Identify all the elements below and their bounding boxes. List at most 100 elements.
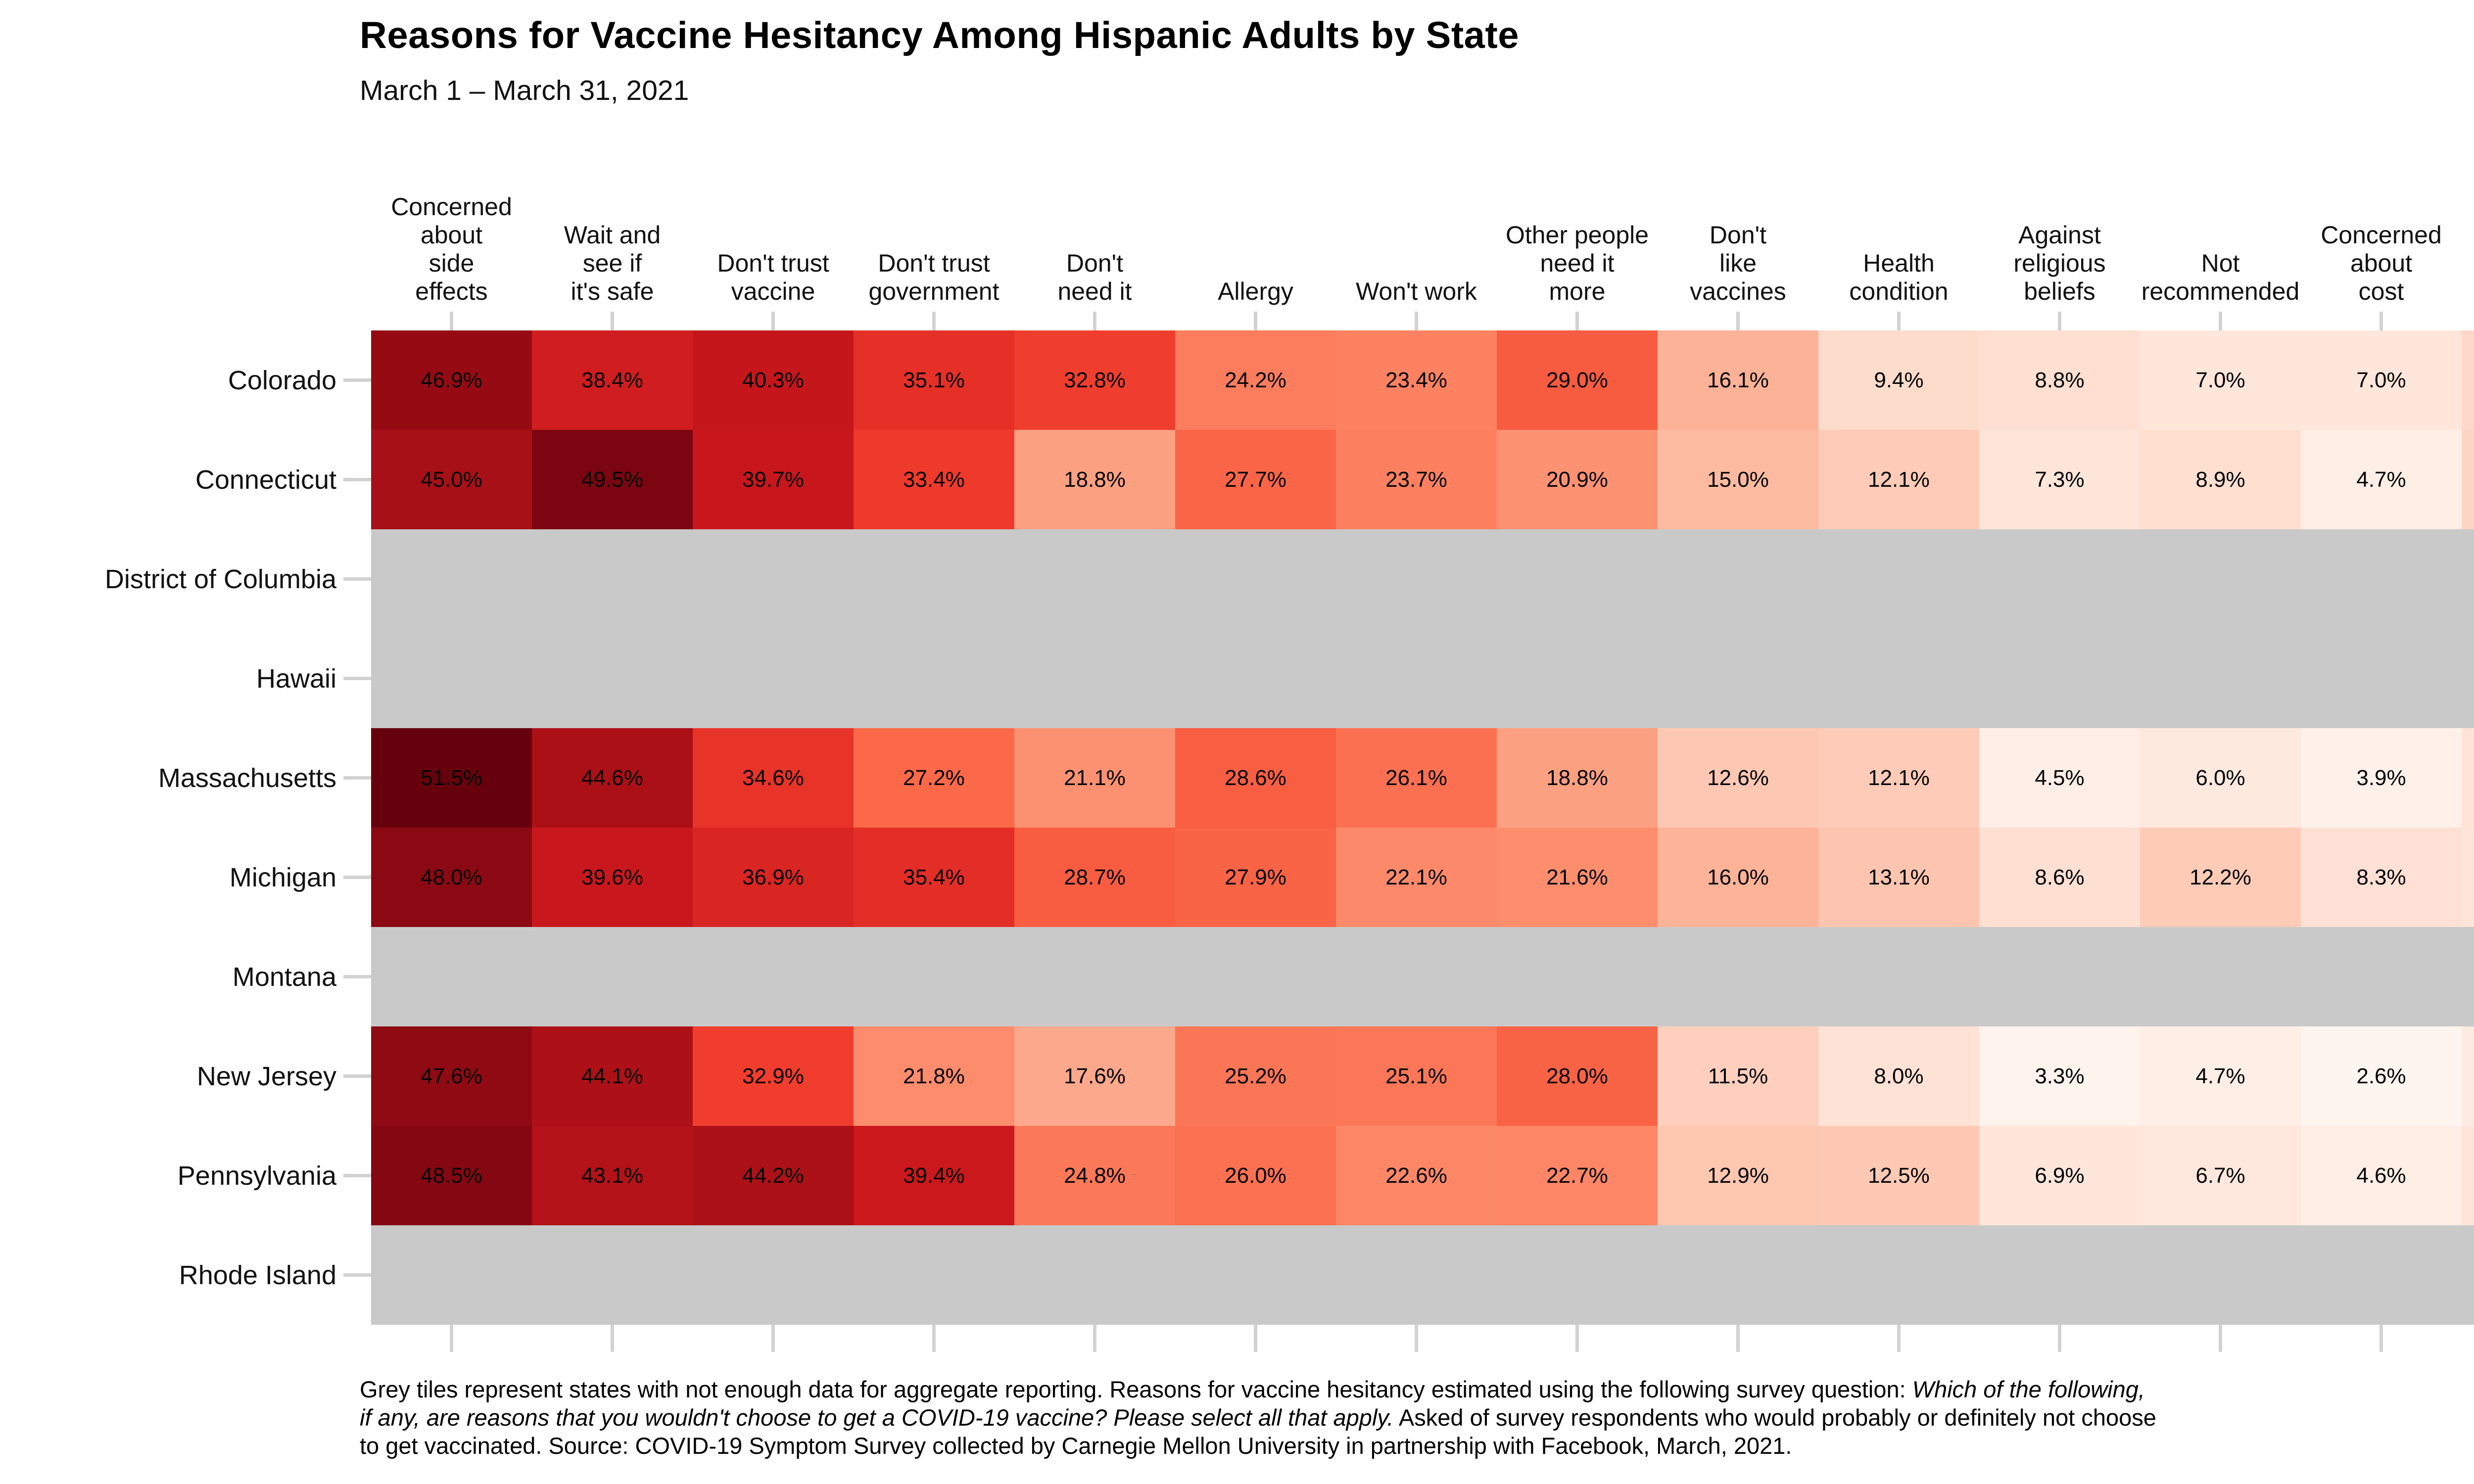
x-axis-tick-bottom [1897, 1325, 1901, 1352]
heatmap-cell: 11.5% [1658, 1026, 1818, 1126]
cell-value: 4.5% [2035, 765, 2085, 790]
cell-value: 21.1% [1064, 765, 1126, 790]
cell-value: 18.8% [1546, 765, 1608, 790]
column-header-line: effects [415, 278, 488, 305]
cell-value: 4.6% [2356, 1163, 2406, 1188]
cell-value: 51.5% [421, 765, 482, 790]
cell-value: 47.6% [421, 1064, 482, 1088]
cell-value: 6.0% [2195, 765, 2245, 790]
footnote-survey-question: Which of the following, [1912, 1376, 2145, 1402]
column-header: Don't need it [1014, 157, 1175, 306]
cell-value: 22.6% [1385, 1163, 1447, 1188]
cell-value: 12.5% [1868, 1163, 1930, 1188]
column-header-line: Against [2018, 221, 2101, 249]
cell-value: 39.7% [742, 467, 804, 492]
column-header-line: recommended [2141, 278, 2300, 305]
heatmap-cell: 27.2% [854, 728, 1014, 828]
heatmap-cell: 22.1% [1336, 828, 1497, 927]
column-header-line: Not [2201, 249, 2240, 277]
row-label-state: District of Columbia [104, 564, 336, 594]
heatmap-cell: 16.1% [1658, 330, 1818, 430]
heatmap-cell: 7.8% [2462, 728, 2474, 828]
cell-value: 28.6% [1225, 765, 1286, 790]
cell-value: 12.1% [1868, 467, 1930, 492]
heatmap-cell: 6.0% [2140, 728, 2301, 828]
x-axis-tick-top [932, 312, 936, 330]
column-header-line: it's safe [571, 278, 654, 305]
column-header-line: vaccines [1690, 278, 1786, 305]
heatmap-cell: 35.4% [854, 828, 1014, 927]
heatmap-cell: 23.4% [1336, 330, 1497, 430]
cell-value: 34.6% [742, 765, 804, 790]
cell-value: 8.3% [2356, 865, 2406, 889]
na-row-tile [371, 1225, 2474, 1325]
column-header-line: side [428, 249, 475, 277]
footnote-survey-question: if any, are reasons that you wouldn't ch… [360, 1404, 1394, 1431]
heatmap-cell: 20.9% [1497, 430, 1658, 529]
row-label-state: Pennsylvania [177, 1160, 336, 1191]
heatmap-cell: 3.3% [1979, 1026, 2140, 1126]
heatmap-cell: 24.2% [1175, 330, 1336, 430]
y-axis-tick-left [343, 378, 371, 382]
heatmap-cell: 8.3% [2301, 828, 2462, 927]
column-header-line: need it [1057, 278, 1132, 305]
cell-value: 17.6% [1064, 1064, 1126, 1088]
heatmap-cell: 43.1% [532, 1126, 693, 1225]
heatmap-cell: 17.6% [1014, 1026, 1175, 1126]
y-axis-tick-left [343, 776, 371, 780]
column-header-line: Don't trust [878, 249, 990, 277]
x-axis-tick-top [1575, 312, 1579, 330]
heatmap-cell: 6.7% [2140, 1126, 2301, 1225]
column-header-line: Allergy [1218, 278, 1293, 305]
cell-value: 20.9% [1546, 467, 1608, 492]
footnote-line: if any, are reasons that you wouldn't ch… [360, 1403, 2474, 1432]
column-header: Other people need it more [1497, 157, 1658, 306]
column-header-line: Don't [1066, 249, 1124, 277]
cell-value: 35.1% [903, 368, 965, 392]
column-header-line: about [2350, 249, 2413, 277]
cell-value: 38.4% [581, 368, 643, 392]
x-axis-tick-bottom [1575, 1325, 1579, 1352]
heatmap-cell: 38.4% [532, 330, 693, 430]
heatmap-cell: 7.3% [1979, 430, 2140, 529]
column-header-line: beliefs [2024, 278, 2095, 305]
y-axis-tick-left [343, 577, 371, 581]
figure-subtitle: March 1 – March 31, 2021 [360, 75, 689, 106]
column-header-line: condition [1849, 278, 1949, 305]
heatmap-cell: 26.0% [1175, 1126, 1336, 1225]
heatmap-cell: 12.1% [1818, 728, 1979, 828]
cell-value: 6.9% [2035, 1163, 2085, 1188]
column-header-line: cost [2358, 278, 2404, 305]
column-header: Against religious beliefs [1979, 157, 2140, 306]
y-axis-tick-left [343, 677, 371, 680]
heatmap-cell: 48.5% [371, 1126, 532, 1225]
heatmap-cell: 6.9% [1979, 1126, 2140, 1225]
heatmap-cell: 3.9% [2301, 728, 2462, 828]
column-header-line: vaccine [731, 278, 815, 305]
cell-value: 28.7% [1064, 865, 1126, 889]
column-header-line: Wait and [564, 221, 661, 249]
column-header-line: government [868, 278, 999, 305]
cell-value: 8.0% [1874, 1064, 1924, 1088]
cell-value: 13.1% [1868, 865, 1930, 889]
cell-value: 16.0% [1707, 865, 1769, 889]
heatmap-cell: 48.0% [371, 828, 532, 927]
cell-value: 49.5% [581, 467, 643, 492]
footnote-text: Asked of survey respondents who would pr… [1393, 1404, 2156, 1431]
column-header-line: Concerned [391, 193, 512, 221]
cell-value: 26.0% [1225, 1163, 1286, 1188]
cell-value: 48.0% [421, 865, 482, 889]
cell-value: 21.6% [1546, 865, 1608, 889]
heatmap-cell: 4.7% [2140, 1026, 2301, 1126]
footnote-line: to get vaccinated. Source: COVID-19 Symp… [360, 1432, 2474, 1460]
x-axis-tick-bottom [2219, 1325, 2222, 1352]
column-header-line: Won't work [1356, 278, 1477, 305]
cell-value: 2.6% [2356, 1064, 2406, 1088]
na-row-tile [371, 529, 2474, 629]
heatmap-cell: 27.7% [1175, 430, 1336, 529]
x-axis-tick-top [1897, 312, 1901, 330]
heatmap-cell: 35.1% [854, 330, 1014, 430]
column-header-line: more [1549, 278, 1606, 305]
row-label-state: Colorado [228, 365, 336, 395]
